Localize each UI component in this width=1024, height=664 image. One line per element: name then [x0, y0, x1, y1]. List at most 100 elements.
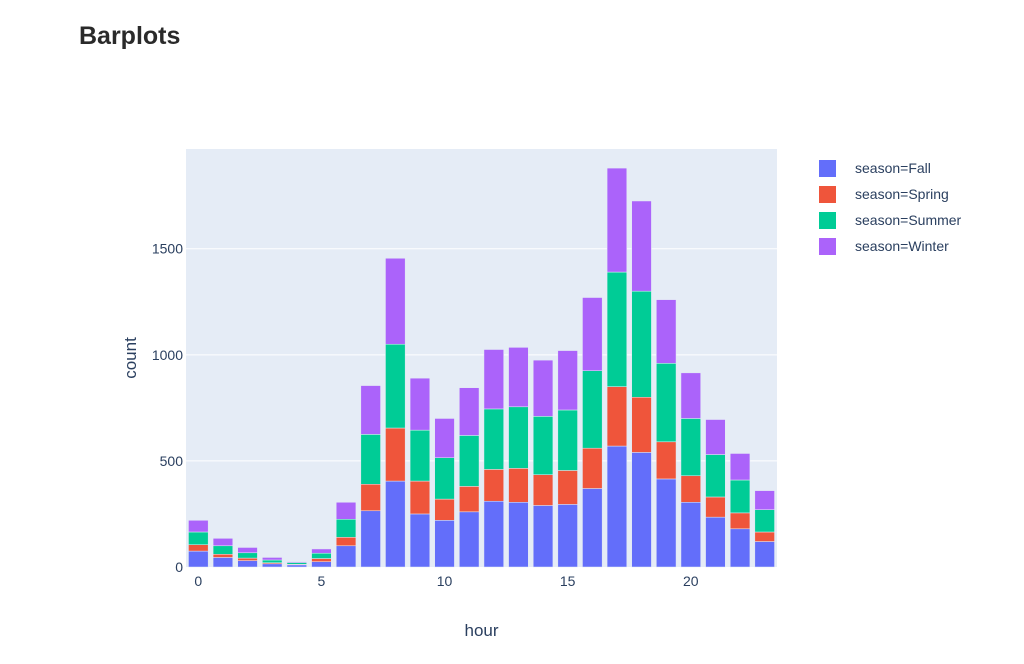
bar-winter-hour-22 — [729, 453, 751, 481]
bar-winter-hour-14 — [532, 359, 554, 417]
bar-spring-hour-21 — [705, 496, 726, 518]
legend-label-spring: season=Spring — [855, 186, 949, 202]
bar-fall-hour-7 — [360, 510, 381, 568]
bar-winter-hour-16 — [582, 297, 603, 371]
bar-winter-hour-21 — [705, 419, 726, 455]
bar-fall-hour-23 — [754, 541, 775, 568]
x-tick-10: 10 — [437, 573, 453, 589]
bar-summer-hour-11 — [459, 435, 480, 487]
bar-spring-hour-2 — [237, 557, 258, 561]
bar-winter-hour-5 — [311, 548, 332, 554]
bar-summer-hour-7 — [360, 434, 381, 485]
bar-summer-hour-4 — [286, 562, 307, 565]
bar-fall-hour-18 — [631, 452, 652, 568]
bar-fall-hour-21 — [705, 516, 726, 568]
bar-summer-hour-20 — [680, 418, 701, 477]
bar-summer-hour-10 — [434, 457, 455, 500]
bar-winter-hour-18 — [631, 200, 652, 292]
bar-fall-hour-2 — [237, 560, 258, 568]
bar-spring-hour-19 — [656, 441, 677, 480]
bar-spring-hour-8 — [385, 427, 406, 482]
legend-swatch-summer — [819, 212, 836, 229]
x-tick-5: 5 — [318, 573, 326, 589]
bar-spring-hour-11 — [459, 486, 480, 513]
bar-summer-hour-2 — [237, 552, 258, 559]
bar-fall-hour-5 — [311, 561, 332, 568]
legend: season=Fall season=Spring season=Summer sea… — [819, 160, 962, 255]
bar-spring-hour-13 — [508, 468, 529, 503]
bar-winter-hour-2 — [237, 547, 258, 554]
bar-summer-hour-23 — [754, 509, 775, 533]
bar-summer-hour-0 — [188, 531, 209, 545]
bar-summer-hour-9 — [409, 429, 431, 482]
bar-summer-hour-19 — [656, 363, 677, 443]
bar-winter-hour-7 — [360, 385, 381, 435]
bar-summer-hour-5 — [311, 552, 332, 559]
bar-fall-hour-13 — [508, 502, 529, 568]
bar-winter-hour-10 — [434, 418, 455, 458]
bar-fall-hour-16 — [582, 488, 603, 568]
bar-winter-hour-17 — [606, 167, 628, 273]
bar-spring-hour-10 — [434, 498, 455, 521]
y-axis-title: count — [121, 337, 140, 379]
bar-summer-hour-12 — [483, 408, 504, 470]
bar-winter-hour-9 — [409, 377, 431, 431]
y-tick-0: 0 — [175, 559, 183, 575]
bar-spring-hour-22 — [729, 512, 751, 530]
bar-spring-hour-12 — [483, 469, 504, 502]
bar-fall-hour-1 — [212, 557, 234, 568]
bar-winter-hour-11 — [459, 387, 480, 436]
bar-winter-hour-15 — [557, 350, 578, 411]
bar-spring-hour-1 — [212, 554, 234, 558]
x-axis-title: hour — [464, 621, 498, 640]
bar-fall-hour-4 — [286, 564, 307, 568]
bar-summer-hour-17 — [606, 271, 628, 387]
legend-label-winter: season=Winter — [855, 238, 949, 254]
x-tick-20: 20 — [683, 573, 699, 589]
bar-fall-hour-6 — [335, 545, 357, 568]
bar-spring-hour-14 — [532, 474, 554, 506]
legend-label-summer: season=Summer — [855, 212, 962, 228]
bar-summer-hour-8 — [385, 343, 406, 429]
bar-winter-hour-19 — [656, 299, 677, 364]
legend-swatch-fall — [819, 160, 836, 177]
legend-swatch-spring — [819, 186, 836, 203]
bar-spring-hour-17 — [606, 386, 628, 447]
legend-label-fall: season=Fall — [855, 160, 931, 176]
bar-fall-hour-11 — [459, 511, 480, 568]
bar-winter-hour-3 — [262, 557, 283, 561]
bar-winter-hour-12 — [483, 349, 504, 410]
bar-winter-hour-23 — [754, 490, 775, 510]
bars — [188, 167, 775, 568]
x-tick-0: 0 — [194, 573, 202, 589]
bar-spring-hour-0 — [188, 544, 209, 552]
bar-fall-hour-14 — [532, 505, 554, 568]
bar-spring-hour-20 — [680, 475, 701, 503]
bar-spring-hour-7 — [360, 483, 381, 512]
y-tick-labels: 0 500 1000 1500 — [152, 241, 183, 575]
bar-fall-hour-9 — [409, 513, 431, 568]
page-title: Barplots — [79, 22, 181, 50]
y-tick-500: 500 — [160, 453, 184, 469]
bar-summer-hour-22 — [729, 479, 751, 514]
bar-summer-hour-6 — [335, 519, 357, 538]
x-tick-labels: 0 5 10 15 20 — [194, 573, 698, 589]
bar-summer-hour-1 — [212, 545, 234, 555]
bar-summer-hour-13 — [508, 406, 529, 469]
bar-fall-hour-8 — [385, 480, 406, 568]
bar-spring-hour-6 — [335, 537, 357, 547]
bar-winter-hour-4 — [286, 561, 307, 563]
bar-fall-hour-3 — [262, 563, 283, 568]
bar-fall-hour-17 — [606, 445, 628, 568]
bar-fall-hour-15 — [557, 504, 578, 568]
bar-winter-hour-13 — [508, 347, 529, 408]
bar-spring-hour-23 — [754, 531, 775, 542]
bar-winter-hour-8 — [385, 258, 406, 345]
bar-summer-hour-14 — [532, 416, 554, 475]
gridlines — [186, 248, 777, 462]
bar-fall-hour-10 — [434, 520, 455, 568]
bar-fall-hour-20 — [680, 502, 701, 568]
x-tick-15: 15 — [560, 573, 576, 589]
plot-background — [186, 149, 777, 567]
bar-winter-hour-6 — [335, 502, 357, 520]
